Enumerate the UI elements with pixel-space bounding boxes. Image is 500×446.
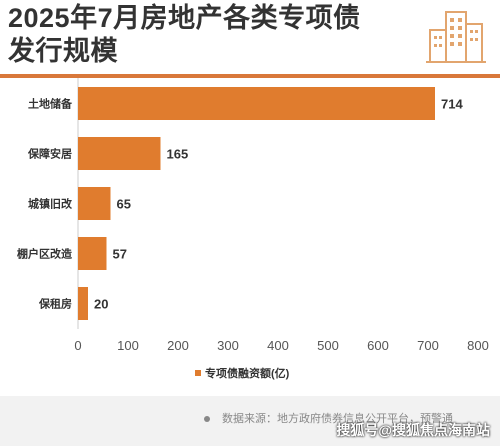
bar [78,87,435,120]
category-label: 城镇旧改 [28,197,73,211]
x-tick-label: 800 [467,338,489,353]
x-tick-label: 300 [217,338,239,353]
title-line-2: 发行规模 [8,36,118,66]
buildings-icon [424,4,488,68]
category-label: 棚户区改造 [17,247,73,261]
footer: 数据来源：地方政府债券信息公开平台，预警通 搜狐号@搜狐焦点海南站 [0,396,500,446]
bar [78,187,111,220]
category-label: 保障安居 [27,147,72,161]
data-label: 165 [167,147,189,162]
data-label: 65 [117,197,131,212]
data-label: 714 [441,97,463,112]
x-tick-label: 0 [74,338,81,353]
bar [78,237,107,270]
chart-legend: 专项债融资额(亿) [195,365,289,381]
category-label: 土地储备 [28,97,73,111]
x-tick-label: 600 [367,338,389,353]
category-label: 保租房 [38,297,72,311]
bullet-icon [204,416,210,422]
bar [78,137,161,170]
x-tick-label: 500 [317,338,339,353]
data-source: 数据来源：地方政府债券信息公开平台，预警通 [222,413,453,425]
title-line-1: 2025年7月房地产各类专项债 [8,3,361,33]
legend-label: 专项债融资额(亿) [205,368,290,380]
bar [78,287,88,320]
chart-title: 2025年7月房地产各类专项债 发行规模 [8,2,408,68]
x-tick-label: 100 [117,338,139,353]
x-tick-label: 200 [167,338,189,353]
x-tick-label: 700 [417,338,439,353]
legend-swatch [195,370,201,376]
data-label: 57 [113,247,127,262]
x-tick-label: 400 [267,338,289,353]
header-divider [0,74,500,78]
data-label: 20 [94,297,108,312]
watermark: 搜狐号@搜狐焦点海南站 [336,422,490,438]
